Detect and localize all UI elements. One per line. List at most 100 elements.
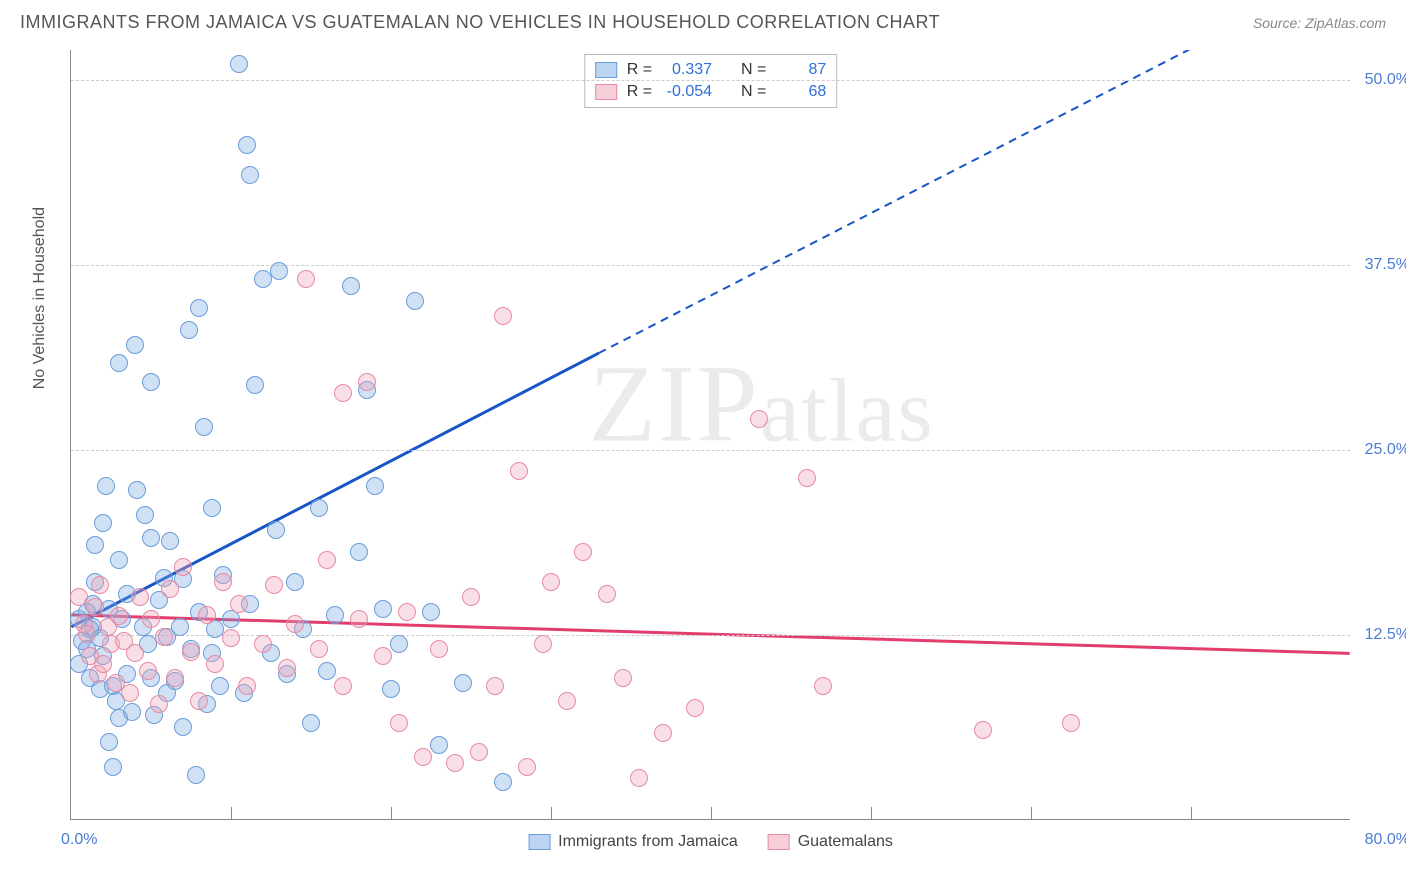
data-point	[390, 714, 408, 732]
data-point	[203, 499, 221, 517]
chart-area: No Vehicles in Household ZIPatlas R = 0.…	[50, 50, 1350, 820]
data-point	[265, 576, 283, 594]
data-point	[94, 655, 112, 673]
data-point	[350, 543, 368, 561]
legend-stats: R = 0.337 N = 87R = -0.054 N = 68	[584, 54, 838, 108]
data-point	[161, 532, 179, 550]
data-point	[462, 588, 480, 606]
data-point	[750, 410, 768, 428]
legend-stat-row: R = 0.337 N = 87	[595, 59, 827, 81]
data-point	[358, 373, 376, 391]
y-tick-label: 12.5%	[1365, 626, 1406, 644]
data-point	[139, 662, 157, 680]
legend-series-item: Immigrants from Jamaica	[528, 833, 738, 851]
x-max-label: 80.0%	[1365, 831, 1406, 849]
data-point	[558, 692, 576, 710]
data-point	[318, 662, 336, 680]
data-point	[297, 270, 315, 288]
data-point	[798, 469, 816, 487]
data-point	[94, 514, 112, 532]
data-point	[510, 462, 528, 480]
data-point	[350, 610, 368, 628]
data-point	[230, 595, 248, 613]
data-point	[598, 585, 616, 603]
data-point	[267, 521, 285, 539]
data-point	[342, 277, 360, 295]
data-point	[614, 669, 632, 687]
data-point	[241, 166, 259, 184]
data-point	[278, 659, 296, 677]
data-point	[190, 299, 208, 317]
data-point	[136, 506, 154, 524]
legend-series: Immigrants from Jamaica Guatemalans	[528, 833, 893, 851]
y-axis-label: No Vehicles in Household	[31, 207, 49, 389]
data-point	[654, 724, 672, 742]
legend-series-item: Guatemalans	[768, 833, 893, 851]
data-point	[100, 733, 118, 751]
data-point	[1062, 714, 1080, 732]
x-tick	[231, 807, 232, 819]
x-tick	[1191, 807, 1192, 819]
data-point	[534, 635, 552, 653]
data-point	[190, 692, 208, 710]
data-point	[110, 607, 128, 625]
data-point	[86, 598, 104, 616]
x-tick	[391, 807, 392, 819]
data-point	[446, 754, 464, 772]
data-point	[110, 354, 128, 372]
data-point	[222, 629, 240, 647]
legend-stat-row: R = -0.054 N = 68	[595, 81, 827, 103]
data-point	[270, 262, 288, 280]
data-point	[302, 714, 320, 732]
data-point	[161, 580, 179, 598]
data-point	[374, 600, 392, 618]
data-point	[126, 644, 144, 662]
data-point	[254, 635, 272, 653]
data-point	[126, 336, 144, 354]
data-point	[334, 677, 352, 695]
data-point	[78, 625, 96, 643]
data-point	[454, 674, 472, 692]
data-point	[214, 573, 232, 591]
data-point	[486, 677, 504, 695]
data-point	[374, 647, 392, 665]
data-point	[814, 677, 832, 695]
data-point	[174, 718, 192, 736]
data-point	[198, 606, 216, 624]
data-point	[142, 373, 160, 391]
y-tick-label: 37.5%	[1365, 256, 1406, 274]
data-point	[142, 529, 160, 547]
data-point	[150, 695, 168, 713]
data-point	[974, 721, 992, 739]
data-point	[334, 384, 352, 402]
x-tick	[551, 807, 552, 819]
data-point	[171, 618, 189, 636]
chart-title: IMMIGRANTS FROM JAMAICA VS GUATEMALAN NO…	[20, 12, 940, 33]
data-point	[542, 573, 560, 591]
data-point	[574, 543, 592, 561]
data-point	[110, 551, 128, 569]
data-point	[494, 307, 512, 325]
x-min-label: 0.0%	[61, 831, 97, 849]
data-point	[518, 758, 536, 776]
data-point	[155, 628, 173, 646]
data-point	[123, 703, 141, 721]
plot-region: ZIPatlas R = 0.337 N = 87R = -0.054 N = …	[70, 50, 1350, 820]
gridline-h	[71, 80, 1350, 81]
legend-swatch	[595, 84, 617, 100]
data-point	[86, 536, 104, 554]
legend-swatch	[528, 834, 550, 850]
data-point	[686, 699, 704, 717]
data-point	[310, 640, 328, 658]
data-point	[206, 655, 224, 673]
source-label: Source: ZipAtlas.com	[1253, 15, 1386, 31]
y-tick-label: 25.0%	[1365, 441, 1406, 459]
data-point	[97, 477, 115, 495]
legend-swatch	[768, 834, 790, 850]
data-point	[470, 743, 488, 761]
data-point	[366, 477, 384, 495]
data-point	[326, 606, 344, 624]
data-point	[422, 603, 440, 621]
legend-swatch	[595, 62, 617, 78]
data-point	[187, 766, 205, 784]
